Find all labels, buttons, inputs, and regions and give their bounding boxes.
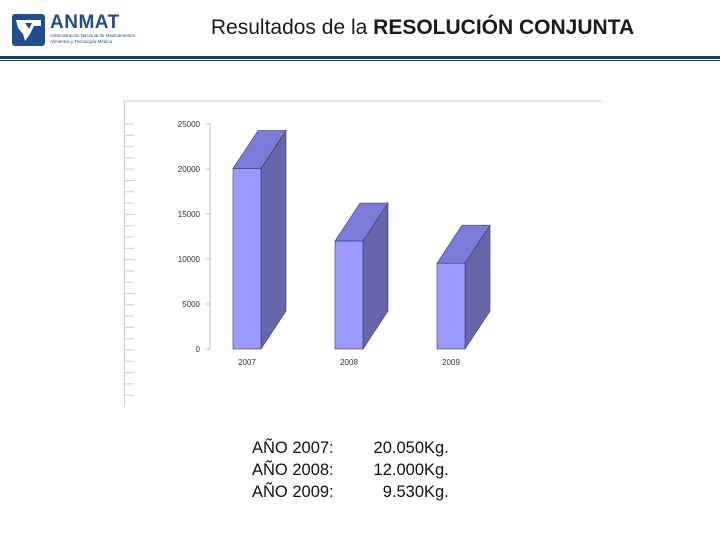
y-tick-label: 10000 <box>178 255 201 264</box>
logo-tagline: Administración Nacional de Medicamentos,… <box>50 33 137 44</box>
bar-2009 <box>436 224 491 351</box>
logo-name: ANMAT <box>50 12 120 33</box>
x-axis-labels: 2007 2008 2009 <box>238 358 460 367</box>
y-tick-label: 0 <box>196 345 201 354</box>
frame-ticks <box>124 123 134 396</box>
bar-front <box>436 262 466 350</box>
summary-year: AÑO 2009: <box>252 483 334 501</box>
y-tick-label: 20000 <box>178 165 201 174</box>
page-title: Resultados de la RESOLUCIÓN CONJUNTA <box>150 16 695 40</box>
x-tick-label-2009: 2009 <box>442 358 460 367</box>
y-tick-label: 5000 <box>182 300 200 309</box>
summary-row-2007: AÑO 2007: 20.050 Kg. <box>252 437 472 459</box>
summary-row-2008: AÑO 2008: 12.000 Kg. <box>252 459 472 481</box>
bar-chart: 0 5000 10000 15000 20000 25000 2007 2008 2009 <box>124 100 602 406</box>
yearly-summary: AÑO 2007: 20.050 Kg. AÑO 2008: 12.000 Kg… <box>252 437 472 503</box>
bars <box>232 129 491 351</box>
bar-front <box>232 168 262 350</box>
summary-unit: Kg. <box>424 461 449 479</box>
summary-year: AÑO 2007: <box>252 439 334 457</box>
summary-value: 9.530 <box>382 483 424 501</box>
summary-row-2009: AÑO 2009: 9.530 Kg. <box>252 481 472 503</box>
header-divider <box>0 56 720 59</box>
summary-value: 12.000 <box>373 461 424 479</box>
slide-header: ANMAT Administración Nacional de Medicam… <box>0 0 720 62</box>
title-bold: RESOLUCIÓN CONJUNTA <box>373 16 635 39</box>
anmat-map-icon <box>12 14 45 46</box>
anmat-logo: ANMAT Administración Nacional de Medicam… <box>12 12 142 48</box>
y-tick-label: 15000 <box>178 210 201 219</box>
x-tick-label-2008: 2008 <box>340 358 358 367</box>
summary-unit: Kg. <box>424 439 449 457</box>
title-prefix: Resultados de la <box>210 16 374 39</box>
summary-unit: Kg. <box>424 483 449 501</box>
y-tick-label: 25000 <box>178 120 201 129</box>
summary-year: AÑO 2008: <box>252 461 334 479</box>
bar-2008 <box>334 201 389 351</box>
y-axis-ticks: 0 5000 10000 15000 20000 25000 <box>178 120 210 354</box>
bar-front <box>334 240 364 350</box>
summary-value: 20.050 <box>373 439 424 457</box>
x-tick-label-2007: 2007 <box>238 358 256 367</box>
bar-2007 <box>232 129 287 351</box>
header-divider-thin <box>0 60 720 61</box>
